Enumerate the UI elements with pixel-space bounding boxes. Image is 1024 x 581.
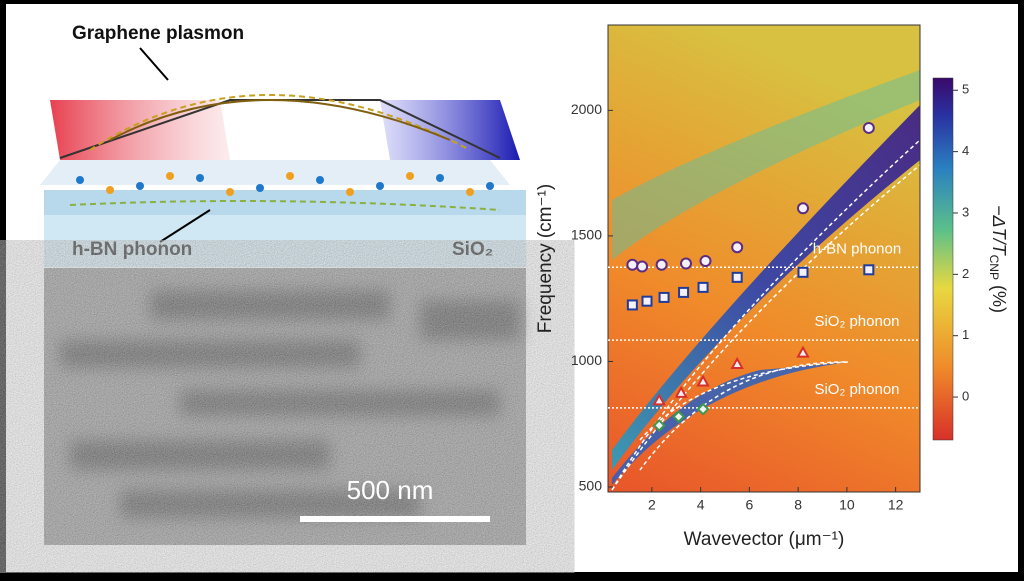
x-axis-label: Wavevector (μm⁻¹) [684, 529, 845, 550]
colorbar-tick-label: 2 [962, 266, 969, 281]
point [699, 255, 712, 268]
y-axis-label: Frequency (cm⁻¹) [535, 184, 556, 333]
point [658, 291, 670, 303]
colorbar-label-sub: CNP [987, 255, 1001, 280]
point [796, 345, 810, 358]
point [626, 299, 638, 311]
y-tick-label: 1000 [571, 352, 602, 368]
phonon-label: h-BN phonon [72, 239, 192, 260]
point [797, 266, 809, 278]
x-tick-label: 2 [648, 497, 656, 513]
point [674, 385, 688, 398]
colorbar-label-unit: (%) [989, 280, 1009, 313]
schematic [40, 12, 526, 267]
y-tick-label: 500 [579, 478, 603, 494]
colorbar-tick-label: 5 [962, 82, 969, 97]
x-tick-label: 10 [839, 497, 855, 513]
annotation: SiO₂ phonon [814, 313, 899, 330]
colorbar-tick-label: 0 [962, 388, 969, 403]
y-tick-label: 1500 [571, 227, 602, 243]
annotation: SiO₂ phonon [814, 381, 899, 398]
point [636, 260, 649, 273]
colorbar-tick-label: 3 [962, 204, 969, 219]
point [672, 410, 686, 424]
point [652, 419, 666, 432]
y-tick-label: 2000 [571, 101, 602, 117]
point [863, 264, 875, 276]
point [731, 271, 743, 283]
colorbar-tick-label: 1 [962, 327, 969, 342]
point [730, 356, 744, 369]
colorbar-label: −ΔT/TCNP (%) [987, 205, 1009, 313]
heatmap [607, 24, 954, 493]
point [680, 257, 692, 270]
point [678, 286, 690, 298]
x-tick-label: 6 [745, 497, 753, 513]
substrate-label: SiO₂ [452, 239, 493, 260]
point [655, 258, 668, 271]
annotation: h-BN phonon [813, 240, 901, 257]
point [797, 202, 809, 215]
point [731, 241, 744, 254]
point [641, 295, 653, 307]
point [696, 374, 710, 387]
x-tick-label: 4 [697, 497, 705, 513]
colorbar-tick-label: 4 [962, 143, 969, 158]
point [652, 393, 666, 406]
colorbar-label-main: −ΔT/T [989, 205, 1009, 257]
x-tick-label: 12 [888, 497, 904, 513]
micrograph [44, 268, 526, 545]
point [697, 281, 709, 293]
point [696, 402, 710, 416]
x-tick-label: 8 [794, 497, 802, 513]
point [862, 121, 875, 134]
scale-label: 500 nm [347, 475, 434, 505]
point [626, 258, 639, 271]
plasmon-label: Graphene plasmon [72, 23, 244, 44]
